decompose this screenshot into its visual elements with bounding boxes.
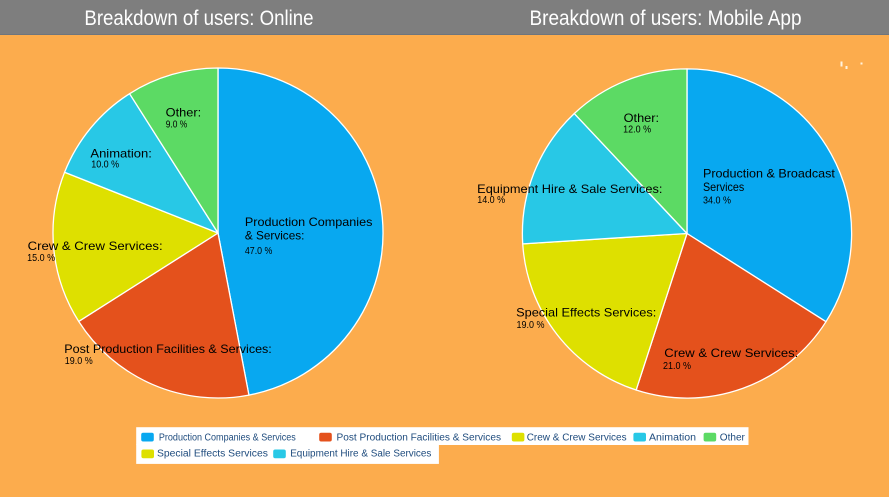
svg-text:Breakdown of users: Online: Breakdown of users: Online xyxy=(84,7,313,30)
svg-text:47.0 %: 47.0 % xyxy=(245,245,273,257)
svg-text:Breakdown of users: Mobile App: Breakdown of users: Mobile App xyxy=(530,7,802,30)
svg-text:19.0 %: 19.0 % xyxy=(65,355,93,367)
svg-text:Crew & Crew Services:: Crew & Crew Services: xyxy=(28,239,163,253)
svg-text:Equipment Hire & Sale Services: Equipment Hire & Sale Services: xyxy=(477,182,662,196)
svg-text:Post Production Facilities & S: Post Production Facilities & Services xyxy=(337,433,502,444)
svg-text:9.0 %: 9.0 % xyxy=(166,118,188,130)
svg-text:Special Effects Services: Special Effects Services xyxy=(157,448,268,459)
svg-text:Special Effects Services:: Special Effects Services: xyxy=(516,305,656,319)
svg-text:Other:: Other: xyxy=(166,106,202,120)
svg-text:Production Companies & Service: Production Companies & Services xyxy=(159,433,296,444)
svg-text:& Services:: & Services: xyxy=(245,229,305,243)
svg-text:Other:: Other: xyxy=(624,111,660,125)
svg-text:10.0 %: 10.0 % xyxy=(91,159,119,171)
svg-text:34.0 %: 34.0 % xyxy=(703,195,731,207)
svg-text:Equipment Hire & Sale Services: Equipment Hire & Sale Services xyxy=(290,448,431,459)
svg-text:Other: Other xyxy=(720,433,746,444)
svg-text:Post Production Facilities & S: Post Production Facilities & Services: xyxy=(64,342,271,356)
svg-text:Production & Broadcast: Production & Broadcast xyxy=(703,167,836,181)
svg-text:12.0 %: 12.0 % xyxy=(623,124,651,136)
svg-text:14.0 %: 14.0 % xyxy=(477,194,505,206)
svg-text:Crew & Crew Services:: Crew & Crew Services: xyxy=(664,346,798,360)
svg-text:Production Companies: Production Companies xyxy=(245,215,373,229)
svg-text:19.0 %: 19.0 % xyxy=(517,319,545,331)
svg-text:Animation: Animation xyxy=(649,433,696,444)
svg-text:Services: Services xyxy=(703,180,744,194)
svg-text:21.0 %: 21.0 % xyxy=(663,360,691,372)
svg-text:Animation:: Animation: xyxy=(90,146,151,160)
svg-text:15.0 %: 15.0 % xyxy=(27,252,55,264)
svg-text:Crew & Crew Services: Crew & Crew Services xyxy=(527,433,627,444)
